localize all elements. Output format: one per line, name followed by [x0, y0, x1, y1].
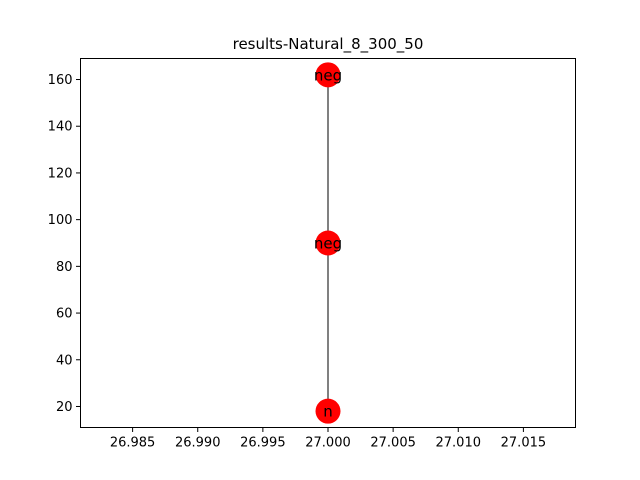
- x-tick-label: 27.005: [370, 436, 416, 451]
- nodes: neg neg n: [314, 62, 342, 424]
- x-tick-label: 26.990: [175, 436, 221, 451]
- chart-title: results-Natural_8_300_50: [233, 35, 424, 54]
- graph-node: [315, 230, 341, 256]
- y-tick-label: 140: [48, 120, 73, 135]
- plot-frame: [80, 58, 576, 428]
- y-tick-label: 120: [48, 166, 73, 181]
- node-label: n: [323, 403, 333, 421]
- node-label: neg: [314, 235, 342, 253]
- x-tick-label: 27.000: [305, 436, 351, 451]
- node-label: neg: [314, 66, 342, 84]
- y-tick-label: 20: [56, 400, 73, 415]
- x-axis: 26.985 26.990 26.995 27.000 27.005 27.010 27.0…: [110, 427, 547, 451]
- graph-node: [315, 398, 341, 424]
- y-tick-label: 160: [48, 73, 73, 88]
- y-tick-label: 100: [48, 213, 73, 228]
- y-tick-label: 40: [56, 353, 73, 368]
- y-tick-label: 80: [56, 260, 73, 275]
- x-tick-label: 27.010: [436, 436, 482, 451]
- x-tick-label: 27.015: [501, 436, 547, 451]
- x-tick-label: 26.985: [110, 436, 156, 451]
- y-tick-label: 60: [56, 307, 73, 322]
- x-tick-label: 26.995: [240, 436, 286, 451]
- graph-node: [315, 62, 341, 88]
- y-axis: 20 40 60 80 100 120 140 160: [48, 73, 81, 415]
